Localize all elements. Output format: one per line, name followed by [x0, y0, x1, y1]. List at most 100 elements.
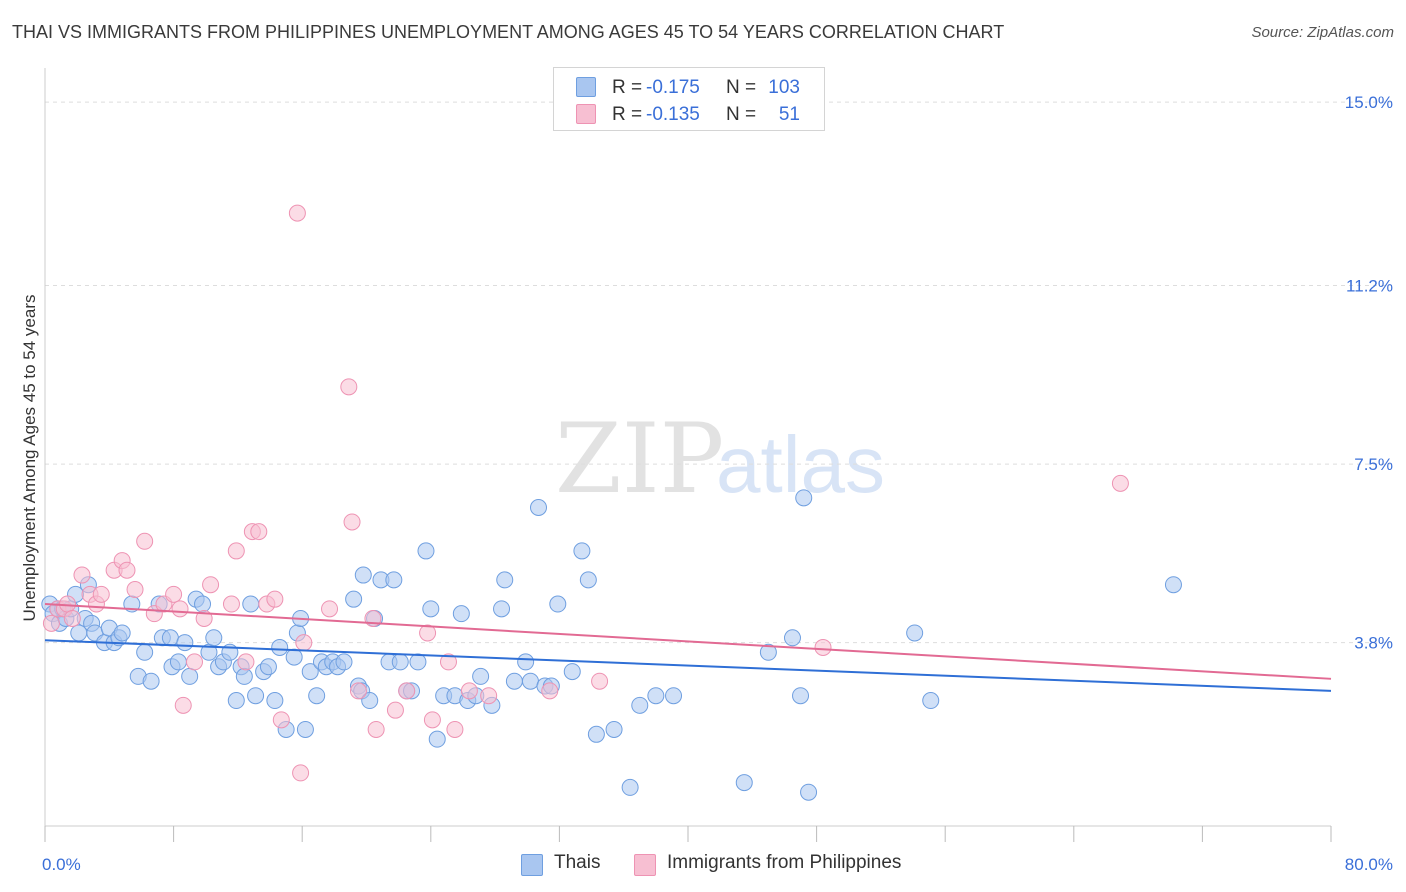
- thais-r-value: -0.175: [646, 77, 700, 98]
- thais-point: [530, 498, 548, 516]
- thais-point: [285, 648, 303, 666]
- x-tick-label-min: 0.0%: [42, 855, 81, 874]
- philippines-point: [1111, 474, 1129, 492]
- thais-point: [759, 643, 777, 661]
- thais-point: [800, 783, 818, 801]
- thais-point: [271, 638, 289, 656]
- thais-point: [247, 687, 265, 705]
- philippines-point: [185, 653, 203, 671]
- thais-point: [296, 720, 314, 738]
- philippines-point: [321, 600, 339, 618]
- philippines-point: [237, 653, 255, 671]
- philippines-point: [814, 638, 832, 656]
- philippines-swatch: [576, 104, 596, 124]
- philippines-point: [92, 585, 110, 603]
- thais-point: [792, 687, 810, 705]
- philippines-point: [222, 595, 240, 613]
- thais-point: [452, 605, 470, 623]
- thais-legend-swatch: [521, 854, 543, 876]
- thais-point: [169, 653, 187, 671]
- philippines-point: [386, 701, 404, 719]
- x-tick-label-max: 80.0%: [1345, 855, 1393, 874]
- philippines-point: [126, 581, 144, 599]
- thais-legend-label: Thais: [554, 852, 601, 873]
- thais-point: [235, 667, 253, 685]
- thais-point: [227, 692, 245, 710]
- thais-point: [354, 566, 372, 584]
- thais-point: [205, 629, 223, 647]
- y-tick-label: 15.0%: [1345, 93, 1393, 112]
- n-label: N =: [726, 77, 757, 98]
- philippines-point: [42, 614, 60, 632]
- thais-point: [587, 725, 605, 743]
- y-tick-label: 11.2%: [1346, 277, 1393, 296]
- thais-point: [496, 571, 514, 589]
- thais-point: [783, 629, 801, 647]
- philippines-point: [292, 764, 310, 782]
- thais-point: [647, 687, 665, 705]
- philippines-point: [398, 682, 416, 700]
- thais-point: [176, 634, 194, 652]
- thais-point: [563, 663, 581, 681]
- thais-point: [428, 730, 446, 748]
- r-label: R =: [612, 77, 643, 98]
- philippines-point: [343, 513, 361, 531]
- thais-point: [1164, 576, 1182, 594]
- thais-point: [922, 692, 940, 710]
- thais-n-value: 103: [768, 77, 800, 98]
- philippines-point: [165, 585, 183, 603]
- thais-point: [549, 595, 567, 613]
- thais-point: [259, 658, 277, 676]
- philippines-point: [419, 624, 437, 642]
- thais-point: [361, 692, 379, 710]
- philippines-point: [63, 609, 81, 627]
- philippines-point: [340, 378, 358, 396]
- philippines-point: [295, 634, 313, 652]
- thais-point: [136, 643, 154, 661]
- thais-point: [493, 600, 511, 618]
- thais-point: [521, 672, 539, 690]
- philippines-legend-label: Immigrants from Philippines: [667, 852, 902, 873]
- thais-point: [181, 667, 199, 685]
- philippines-point: [349, 682, 367, 700]
- thais-point: [335, 653, 353, 671]
- thais-point: [417, 542, 435, 560]
- y-tick-label: 3.8%: [1354, 634, 1393, 653]
- r-label: R =: [612, 104, 643, 125]
- thais-point: [605, 720, 623, 738]
- thais-point: [573, 542, 591, 560]
- thais-trend-line: [44, 639, 1332, 692]
- philippines-legend-swatch: [634, 854, 656, 876]
- philippines-point: [367, 720, 385, 738]
- thais-point: [579, 571, 597, 589]
- philippines-r-value: -0.135: [646, 104, 700, 125]
- philippines-point: [73, 566, 91, 584]
- philippines-point: [446, 720, 464, 738]
- thais-point: [391, 653, 409, 671]
- thais-point: [621, 778, 639, 796]
- thais-point: [345, 590, 363, 608]
- philippines-point: [250, 523, 268, 541]
- thais-point: [385, 571, 403, 589]
- chart-title: THAI VS IMMIGRANTS FROM PHILIPPINES UNEM…: [12, 22, 1005, 42]
- philippines-point: [288, 204, 306, 222]
- philippines-point: [541, 682, 559, 700]
- philippines-point: [118, 561, 136, 579]
- philippines-trend-line: [44, 603, 1332, 680]
- correlation-legend: R = -0.175 N = 103 R = -0.135 N = 51: [553, 67, 825, 131]
- y-tick-label: 7.5%: [1354, 455, 1393, 474]
- philippines-point: [136, 532, 154, 550]
- thais-point: [505, 672, 523, 690]
- thais-point: [517, 653, 535, 671]
- philippines-point: [591, 672, 609, 690]
- thais-point: [409, 653, 427, 671]
- philippines-point: [266, 590, 284, 608]
- thais-point: [142, 672, 160, 690]
- thais-point: [308, 687, 326, 705]
- source-label: Source: ZipAtlas.com: [1251, 24, 1394, 41]
- thais-swatch: [576, 77, 596, 97]
- thais-point: [906, 624, 924, 642]
- thais-point: [735, 774, 753, 792]
- thais-point: [472, 667, 490, 685]
